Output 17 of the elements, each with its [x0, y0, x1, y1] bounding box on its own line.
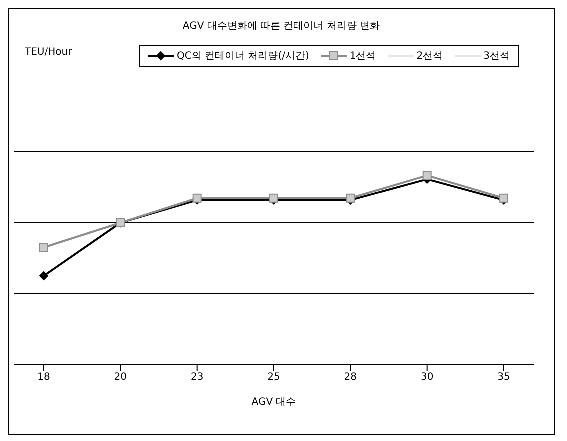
legend-label: QC의 컨테이너 처리량(/시간)	[177, 50, 310, 63]
chart-title: AGV 대수변화에 따른 컨테이너 처리량 변화	[182, 20, 382, 34]
point	[40, 272, 48, 281]
x-tick-label: 20	[114, 372, 128, 384]
legend-label: 1선석	[350, 50, 376, 63]
text: TEU/Hour	[25, 47, 72, 58]
x-tick-label: 28	[344, 372, 358, 384]
x-tick-label: 18	[38, 372, 50, 384]
point	[40, 243, 48, 252]
x-axis-title: AGV 대수	[252, 397, 296, 408]
x-tick-label: 23	[190, 372, 204, 384]
legend-label: 3선석	[484, 50, 510, 63]
legend-label: 2선석	[416, 50, 444, 63]
x-tick-label: 30	[420, 372, 434, 384]
x-tick-label: 35	[498, 372, 510, 384]
x-tick-label: 25	[268, 372, 280, 384]
point	[422, 171, 432, 180]
